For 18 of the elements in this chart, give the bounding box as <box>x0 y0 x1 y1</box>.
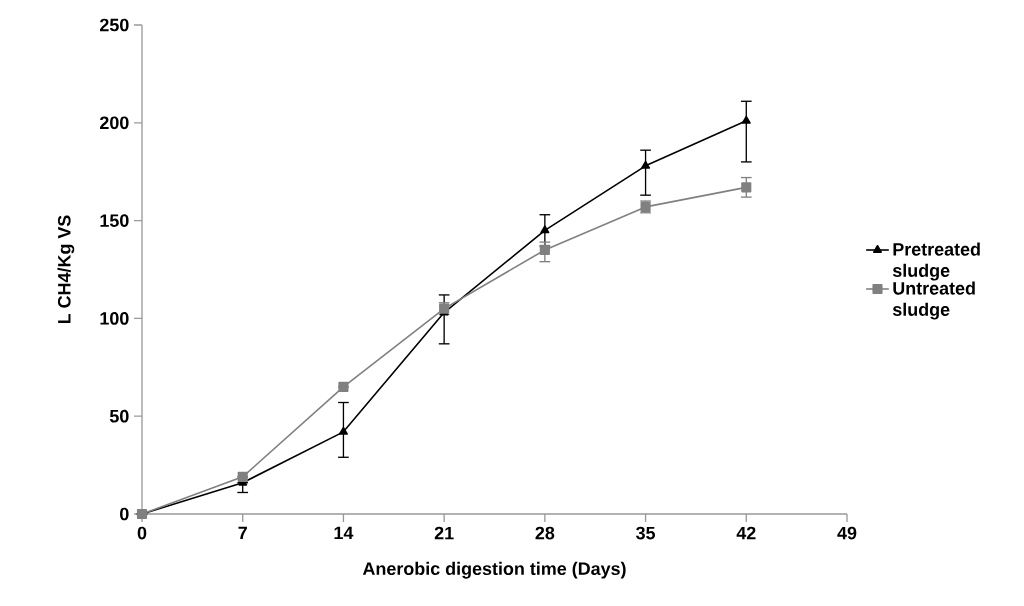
y-tick-label: 100 <box>100 312 129 325</box>
legend-label: Untreated sludge <box>892 281 975 320</box>
x-tick-label: 28 <box>535 526 555 540</box>
y-tick-label: 0 <box>120 507 129 521</box>
x-tick-label: 49 <box>837 526 857 540</box>
x-tick-label: 35 <box>636 526 656 540</box>
y-axis-title: L CH4/Kg VS <box>57 215 75 324</box>
y-tick-label: 250 <box>100 18 129 32</box>
y-tick-label: 150 <box>100 214 129 227</box>
x-tick-label: 14 <box>334 526 354 540</box>
y-tick-label: 50 <box>109 409 129 423</box>
x-tick-label: 42 <box>736 526 756 540</box>
x-tick-label: 21 <box>434 526 454 540</box>
y-tick-label: 200 <box>100 116 129 130</box>
x-tick-label: 7 <box>238 526 247 540</box>
x-tick-label: 0 <box>137 526 147 540</box>
legend-label: Pretreated sludge <box>892 242 980 281</box>
x-axis-title: Anerobic digestion time (Days) <box>362 561 626 579</box>
